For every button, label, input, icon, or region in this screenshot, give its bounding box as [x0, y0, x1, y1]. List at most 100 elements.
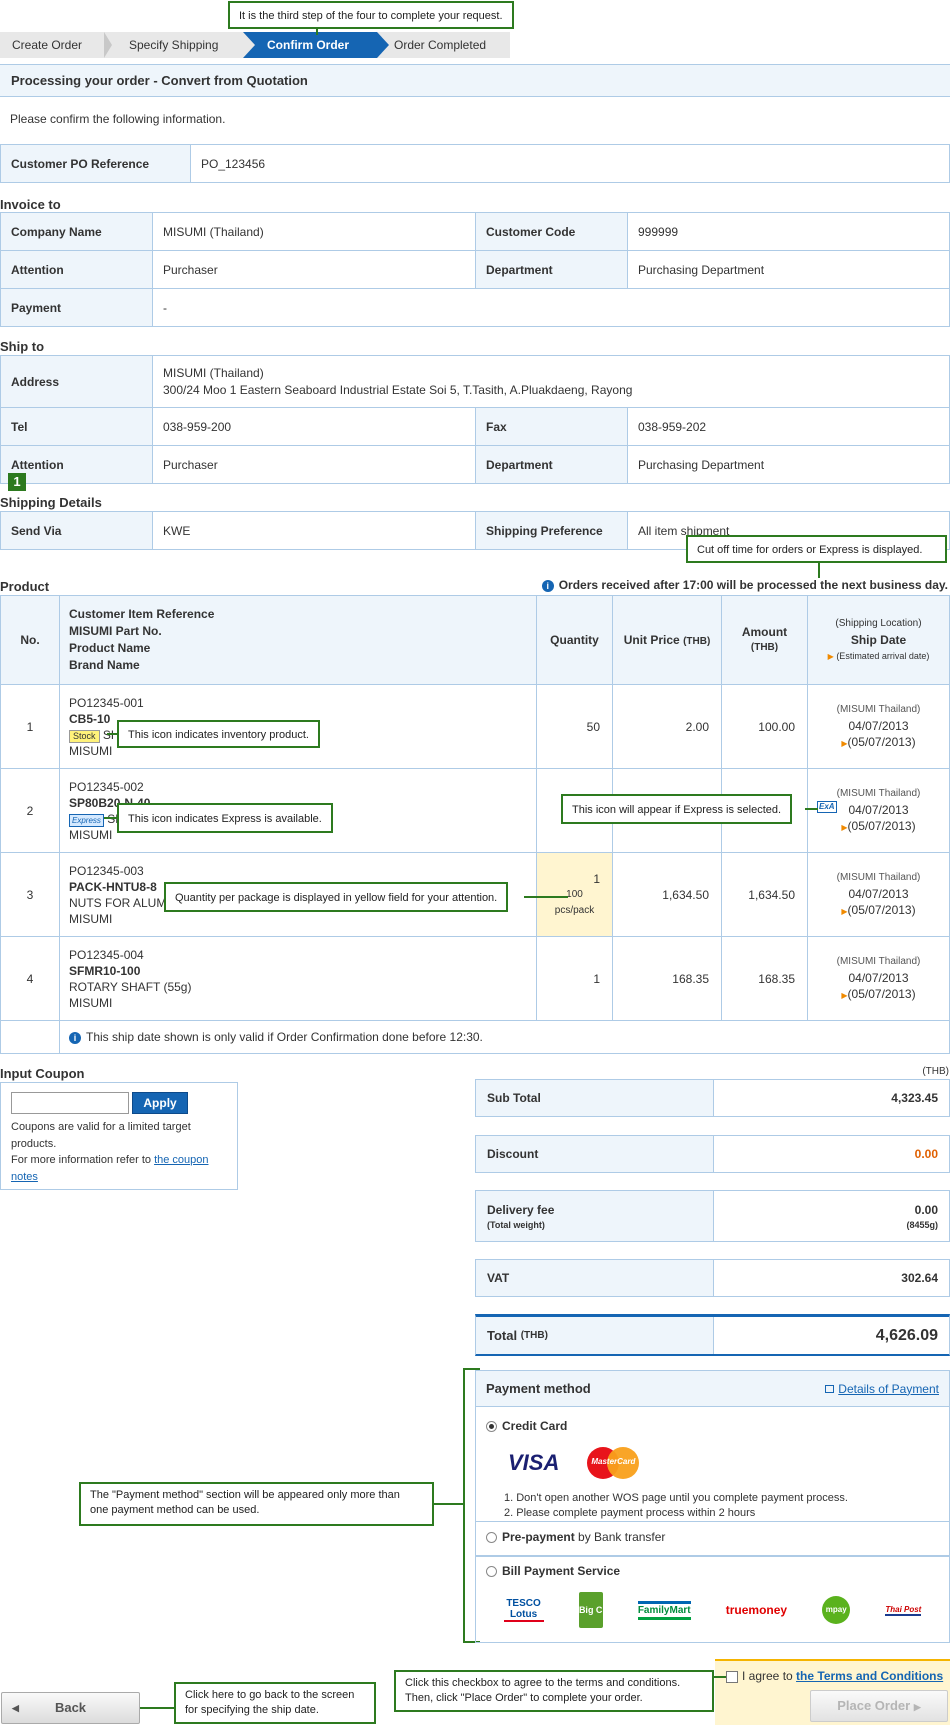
tel-value: 038-959-200: [152, 407, 476, 446]
stock-tooltip: This icon indicates inventory product.: [117, 720, 320, 748]
credit-notes: 1. Don't open another WOS page until you…: [504, 1491, 939, 1521]
payment-tooltip: The "Payment method" section will be app…: [79, 1482, 434, 1526]
row-arrival: (05/07/2013): [847, 902, 916, 917]
cutoff-tooltip: Cut off time for orders or Express is di…: [686, 535, 947, 563]
total-label: Total: [487, 1328, 518, 1343]
row-date: 04/07/2013: [848, 886, 909, 901]
send-via-label: Send Via: [0, 511, 153, 550]
truemoney-logo: truemoney: [725, 1603, 788, 1617]
row-location: (MISUMI Thailand): [836, 703, 921, 715]
agree-tooltip: Click this checkbox to agree to the term…: [394, 1670, 714, 1712]
row-qty: 1: [536, 936, 613, 1021]
coupon-input[interactable]: [11, 1092, 129, 1114]
po-table: Customer PO Reference PO_123456: [0, 144, 950, 183]
department-value: Purchasing Department: [627, 445, 950, 484]
express-selected-tooltip: This icon will appear if Express is sele…: [561, 794, 793, 824]
bill-payment-label-line[interactable]: Bill Payment Service: [486, 1564, 939, 1578]
row-ref: PO12345-001: [69, 695, 144, 710]
payment-tooltip-line-1: The "Payment method" section will be app…: [90, 1489, 400, 1501]
bill-payment-radio[interactable]: [486, 1566, 497, 1578]
payment-bracket: [463, 1368, 480, 1643]
subtotal-label: Sub Total: [476, 1080, 714, 1116]
row-price: 168.35: [612, 936, 722, 1021]
total-row: Total (THB) 4,626.09: [475, 1314, 950, 1356]
row-ship: (MISUMI Thailand) 04/07/2013 ▶(05/07/2013): [807, 684, 950, 769]
vat-row: VAT 302.64: [475, 1259, 950, 1297]
tooltip-connector: [818, 563, 820, 578]
fax-value: 038-959-202: [627, 407, 950, 446]
col-item: Customer Item Reference MISUMI Part No. …: [59, 595, 537, 685]
step-tooltip: It is the third step of the four to comp…: [228, 1, 514, 29]
credit-card-radio[interactable]: [486, 1421, 497, 1433]
quantity-tooltip-text: Quantity per package is displayed in yel…: [175, 892, 498, 904]
cutoff-tooltip-text: Cut off time for orders or Express is di…: [697, 544, 923, 556]
back-button[interactable]: ◀ Back: [1, 1692, 140, 1724]
address-label: Address: [0, 355, 153, 408]
attention-label: Attention: [0, 250, 153, 289]
customer-code-label: Customer Code: [475, 212, 628, 251]
product-header-row: No. Customer Item Reference MISUMI Part …: [0, 595, 950, 685]
row-arrival: (05/07/2013): [847, 986, 916, 1001]
express-badge: Express: [69, 813, 104, 827]
row-arrival-line: ▶(05/07/2013): [808, 734, 949, 752]
row-location: (MISUMI Thailand): [836, 787, 921, 799]
prepayment-option[interactable]: Pre-payment by Bank transfer: [475, 1521, 950, 1555]
place-order-button[interactable]: Place Order ▶: [810, 1690, 948, 1722]
coupon-note-3: For more information refer to the coupon: [11, 1152, 227, 1169]
row-location: (MISUMI Thailand): [836, 955, 921, 967]
row-no: 1: [0, 684, 60, 769]
payment-label: Payment: [0, 288, 153, 327]
tooltip-connector: [524, 896, 568, 898]
discount-label: Discount: [476, 1136, 714, 1172]
apply-button[interactable]: Apply: [132, 1092, 189, 1114]
tooltip-connector: [434, 1503, 463, 1505]
coupon-notes-link[interactable]: the coupon: [154, 1154, 209, 1166]
agree-tooltip-line-2: Then, click "Place Order" to complete yo…: [405, 1691, 643, 1704]
col-amount-label: Amount: [741, 625, 788, 639]
delivery-weight: (8455g): [906, 1219, 938, 1230]
thai-post-logo: Thai Post: [885, 1604, 922, 1616]
total-unit: (THB): [520, 1330, 548, 1341]
row-no: 2: [0, 768, 60, 853]
credit-card-label-line[interactable]: Credit Card: [486, 1419, 939, 1433]
coupon-title: Input Coupon: [0, 1066, 85, 1081]
quantity-tooltip: Quantity per package is displayed in yel…: [164, 882, 509, 912]
col-item-brand: Brand Name: [69, 658, 140, 672]
col-item-part: MISUMI Part No.: [69, 624, 162, 638]
payment-details-link-wrap[interactable]: Details of Payment: [825, 1382, 939, 1396]
coupon-note-2: products.: [11, 1137, 57, 1150]
payment-details-link[interactable]: Details of Payment: [838, 1381, 939, 1396]
mastercard-right-circle: [607, 1447, 640, 1479]
step-tooltip-text: It is the third step of the four to comp…: [239, 10, 503, 22]
row-ship: (MISUMI Thailand) 04/07/2013 ▶(05/07/2013): [807, 852, 950, 937]
coupon-notes-link-2[interactable]: notes: [11, 1170, 38, 1183]
vat-label: VAT: [476, 1260, 714, 1296]
express-selected-tooltip-text: This icon will appear if Express is sele…: [572, 804, 782, 816]
row-qty: 1: [593, 871, 600, 886]
popup-icon: [825, 1384, 835, 1393]
row-item: PO12345-004 SFMR10-100 ROTARY SHAFT (55g…: [59, 936, 537, 1021]
progress-steps: Create Order Specify Shipping Confirm Or…: [0, 32, 510, 58]
product-title: Product: [0, 579, 50, 594]
triangle-icon: ▶: [827, 651, 834, 661]
shipping-title: Shipping Details: [0, 495, 102, 510]
row-name: ROTARY SHAFT (55g): [69, 979, 192, 994]
row-arrival: (05/07/2013): [847, 734, 916, 749]
stock-badge: Stock: [69, 729, 100, 743]
delivery-value-cell: 0.00 (8455g): [714, 1191, 949, 1241]
cutoff-notice: i Orders received after 17:00 will be pro…: [541, 578, 948, 592]
terms-link[interactable]: the Terms and Conditions: [796, 1669, 944, 1683]
delivery-label-cell: Delivery fee (Total weight): [476, 1191, 714, 1241]
col-unit-price-unit: (THB): [683, 636, 711, 647]
row-pack: 100: [566, 888, 583, 900]
stock-tooltip-text: This icon indicates inventory product.: [128, 729, 309, 741]
row-price: 1,634.50: [612, 852, 722, 937]
col-item-name: Product Name: [69, 641, 151, 655]
agree-checkbox[interactable]: [726, 1670, 738, 1683]
row-qty-cell: 1 100 pcs/pack: [536, 852, 613, 937]
prepayment-radio[interactable]: [486, 1532, 497, 1544]
attention-value: Purchaser: [152, 445, 476, 484]
col-ship-date-label: Ship Date: [850, 632, 907, 647]
row-date: 04/07/2013: [848, 802, 909, 817]
shipto-title: Ship to: [0, 339, 45, 354]
